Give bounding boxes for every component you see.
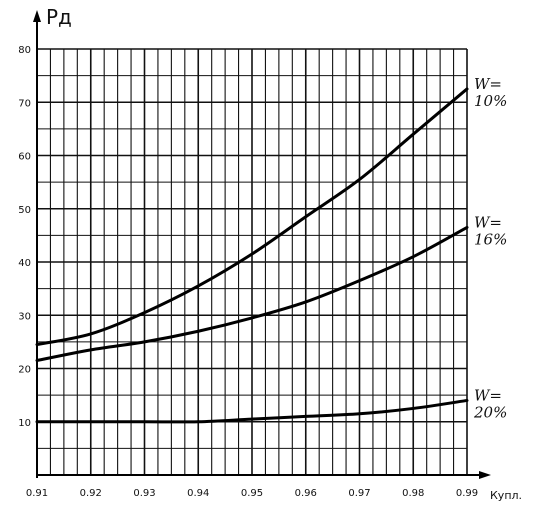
x-tick-label: 0.97 — [348, 488, 370, 499]
y-axis-arrow — [33, 10, 41, 22]
x-tick-label: 0.95 — [241, 488, 263, 499]
x-tick-label: 0.98 — [402, 488, 424, 499]
series-label-line: W= — [474, 213, 502, 231]
y-tick-label: 10 — [18, 418, 31, 429]
y-tick-label: 80 — [18, 45, 31, 56]
tick-labels: 0.91 0.92 0.93 0.94 0.95 0.96 0.97 0.98 0.99 10 20… — [18, 45, 478, 499]
y-tick-label: 50 — [18, 205, 31, 216]
axes — [33, 10, 491, 479]
series-line — [35, 87, 469, 347]
series-label-line: W= — [474, 386, 502, 404]
series-line — [35, 398, 469, 424]
x-tick-label: 0.94 — [187, 488, 209, 499]
series-label: W= 10% — [474, 75, 507, 110]
y-tick-label: 30 — [18, 311, 31, 322]
x-tick-label: 0.93 — [133, 488, 155, 499]
x-tick-label: 0.99 — [456, 488, 478, 499]
x-tick-label: 0.91 — [26, 488, 48, 499]
series-label-line: 10% — [474, 92, 507, 110]
series-labels: W= 10%W= 16%W= 20% — [473, 75, 507, 422]
series-label-line: 16% — [474, 230, 507, 248]
series-label-line: W= — [474, 75, 502, 93]
x-axis-label: Купл. — [490, 489, 522, 502]
y-tick-label: 60 — [18, 152, 31, 163]
series-label: W= 16% — [474, 213, 507, 248]
y-tick-label: 70 — [18, 98, 31, 109]
series-label: W= 20% — [473, 386, 507, 421]
y-tick-label: 40 — [18, 258, 31, 269]
y-axis-label: Рд — [46, 5, 72, 29]
x-tick-label: 0.96 — [295, 488, 317, 499]
x-tick-label: 0.92 — [80, 488, 102, 499]
series-lines — [35, 87, 469, 424]
y-tick-label: 20 — [18, 365, 31, 376]
x-axis-arrow — [479, 471, 491, 479]
series-line — [35, 225, 469, 363]
series-label-line: 20% — [473, 403, 507, 421]
